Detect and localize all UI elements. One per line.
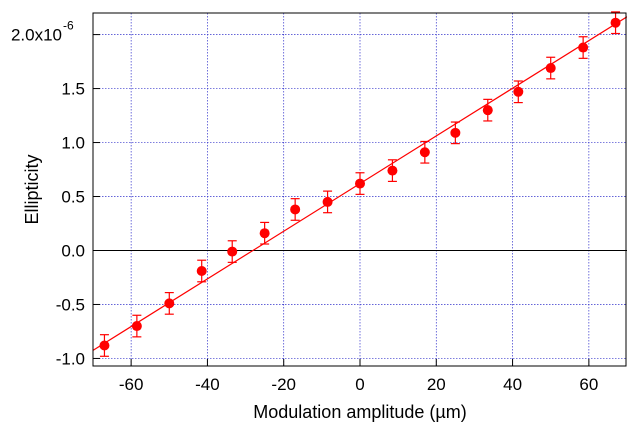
x-tick-label: -60 bbox=[119, 375, 144, 394]
data-point bbox=[513, 86, 524, 97]
x-tick-label: -20 bbox=[271, 375, 296, 394]
y-tick-label: -0.5 bbox=[56, 295, 85, 314]
x-tick-label: 60 bbox=[579, 375, 598, 394]
data-point bbox=[259, 228, 270, 239]
x-tick-label: 40 bbox=[503, 375, 522, 394]
y-tick-label: 0.0 bbox=[61, 241, 85, 260]
x-tick-label: 20 bbox=[427, 375, 446, 394]
data-point bbox=[322, 196, 333, 207]
data-point bbox=[387, 165, 398, 176]
y-top-tick-label: 2.0x10 -6 bbox=[11, 19, 74, 45]
y-top-tick-exponent: -6 bbox=[63, 19, 74, 33]
data-point bbox=[131, 321, 142, 332]
y-tick-label: -1.0 bbox=[56, 349, 85, 368]
y-tick-label: 1.0 bbox=[61, 134, 85, 153]
ticks-layer: -60 -40 -20 0 20 40 60 -1.0 -0.5 0.0 0.5 1.0 1.5 bbox=[56, 34, 598, 394]
data-point bbox=[482, 105, 493, 116]
points-layer bbox=[99, 11, 621, 357]
data-point bbox=[578, 42, 589, 53]
data-point bbox=[450, 127, 461, 138]
x-tick-label: 0 bbox=[355, 375, 364, 394]
x-axis-label: Modulation amplitude (µm) bbox=[253, 402, 466, 422]
data-point bbox=[419, 147, 430, 158]
data-point bbox=[610, 17, 621, 28]
data-point bbox=[355, 178, 365, 189]
data-point bbox=[227, 246, 238, 257]
y-axis-label: Ellipticity bbox=[22, 154, 42, 224]
data-point bbox=[164, 298, 175, 309]
x-tick-label: -40 bbox=[195, 375, 220, 394]
y-tick-label: 0.5 bbox=[61, 188, 85, 207]
data-point bbox=[290, 204, 301, 215]
data-point bbox=[545, 63, 556, 74]
y-top-tick-base: 2.0x10 bbox=[11, 26, 62, 45]
y-tick-label: 1.5 bbox=[61, 80, 85, 99]
data-point bbox=[196, 266, 207, 277]
data-point bbox=[99, 340, 110, 351]
